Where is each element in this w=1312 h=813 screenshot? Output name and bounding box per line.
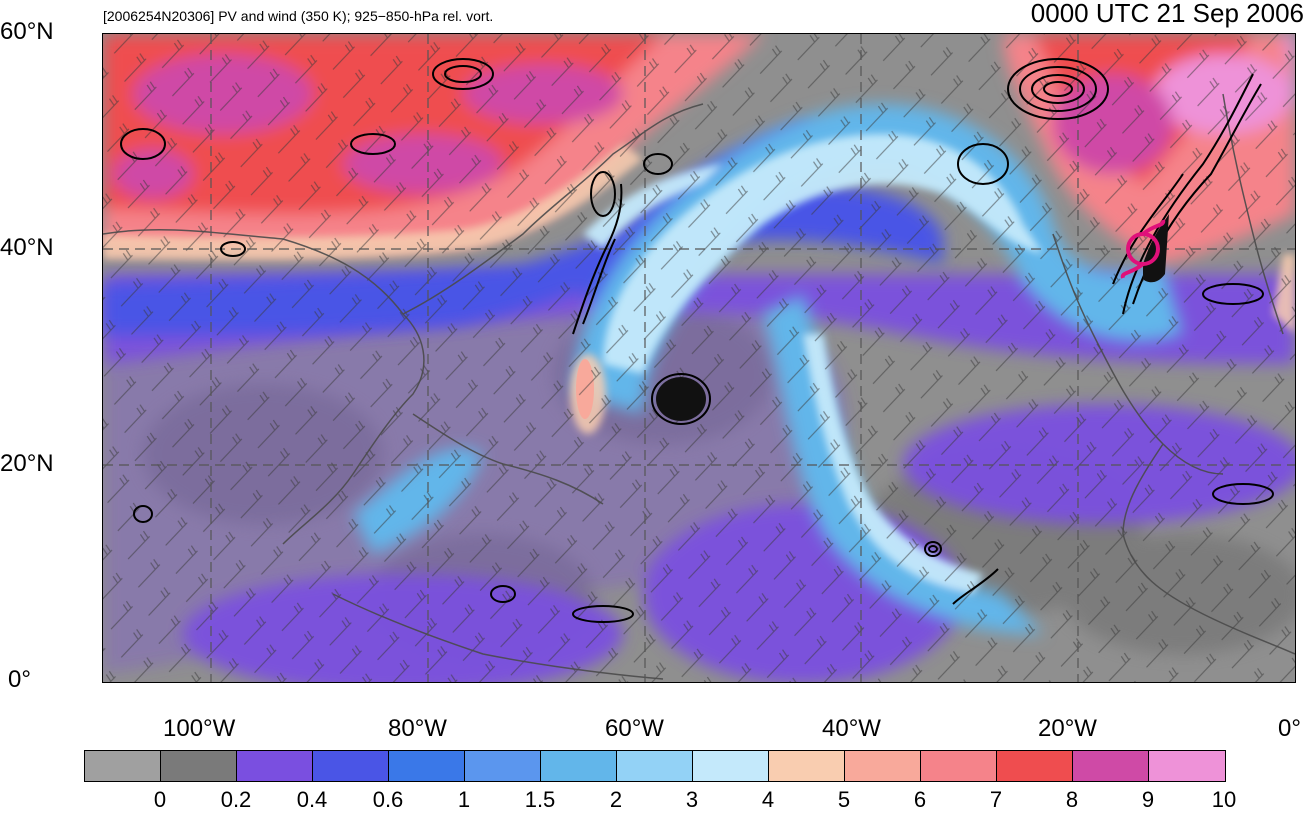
lat-label-40n: 40°N xyxy=(0,234,54,261)
colorbar-label: 0 xyxy=(153,787,167,812)
colorbar-swatch xyxy=(693,751,769,781)
colorbar-swatch xyxy=(541,751,617,781)
colorbar-label: 1 xyxy=(457,787,471,812)
colorbar-label: 10 xyxy=(1211,787,1237,812)
colorbar-swatch xyxy=(1073,751,1149,781)
map-frame xyxy=(102,33,1296,683)
colorbar-label: 0.4 xyxy=(296,787,328,812)
lon-label-40w: 40°W xyxy=(822,715,881,742)
colorbar-label: 7 xyxy=(989,787,1003,812)
lat-label-0: 0° xyxy=(8,666,31,693)
colorbar-swatch xyxy=(313,751,389,781)
colorbar-swatch xyxy=(85,751,161,781)
colorbar-label: 0.2 xyxy=(220,787,252,812)
colorbar xyxy=(84,750,1226,782)
lon-label-60w: 60°W xyxy=(605,715,664,742)
lon-label-20w: 20°W xyxy=(1038,715,1097,742)
colorbar-swatch xyxy=(161,751,237,781)
coastlines xyxy=(103,93,1295,680)
tropical-vortex-ring xyxy=(651,373,711,425)
tropical-cyclone-symbol-icon xyxy=(1120,219,1166,279)
title-left: [2006254N20306] PV and wind (350 K); 925… xyxy=(103,8,494,24)
colorbar-label: 3 xyxy=(685,787,699,812)
colorbar-swatch xyxy=(845,751,921,781)
lat-label-20n: 20°N xyxy=(0,450,54,477)
lon-label-0: 0° xyxy=(1278,715,1301,742)
map-canvas xyxy=(103,34,1295,682)
tropical-vortex-core xyxy=(656,377,706,421)
colorbar-label: 9 xyxy=(1141,787,1155,812)
lon-label-80w: 80°W xyxy=(388,715,447,742)
colorbar-swatch xyxy=(921,751,997,781)
colorbar-label: 0.6 xyxy=(372,787,404,812)
colorbar-swatch xyxy=(465,751,541,781)
colorbar-label: 5 xyxy=(837,787,851,812)
wind-barbs-field xyxy=(103,34,1295,682)
graticule xyxy=(103,34,1295,682)
colorbar-swatch xyxy=(389,751,465,781)
colorbar-swatch xyxy=(237,751,313,781)
colorbar-label: 1.5 xyxy=(524,787,556,812)
colorbar-label: 6 xyxy=(913,787,927,812)
colorbar-label: 2 xyxy=(609,787,623,812)
colorbar-swatch xyxy=(617,751,693,781)
lat-label-60n: 60°N xyxy=(0,18,54,45)
colorbar-swatch xyxy=(1149,751,1225,781)
colorbar-swatch xyxy=(997,751,1073,781)
colorbar-swatch xyxy=(769,751,845,781)
colorbar-label: 8 xyxy=(1065,787,1079,812)
title-right: 0000 UTC 21 Sep 2006 xyxy=(1030,0,1304,28)
colorbar-label: 4 xyxy=(761,787,775,812)
lon-label-100w: 100°W xyxy=(163,715,236,742)
